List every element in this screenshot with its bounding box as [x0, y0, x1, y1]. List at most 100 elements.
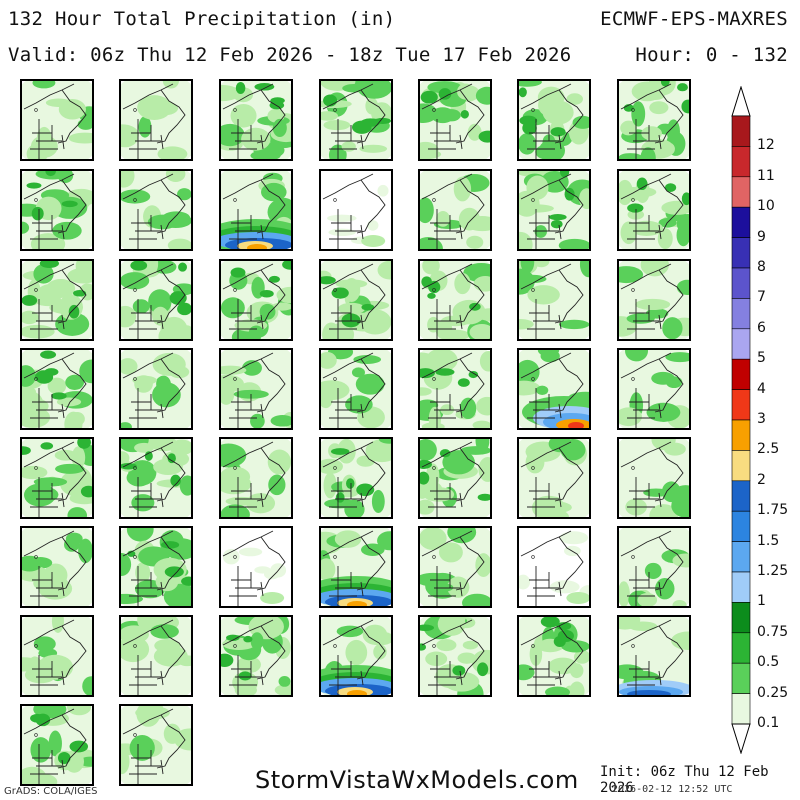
- precipitation-map: [22, 528, 92, 606]
- ensemble-member-panel: [219, 526, 293, 608]
- ensemble-member-panel: [418, 526, 492, 608]
- ensemble-member-panel: [418, 348, 492, 430]
- precipitation-map: [121, 617, 191, 695]
- colorbar-swatch: [731, 328, 751, 360]
- ensemble-member-panel: [617, 437, 691, 519]
- precipitation-map: [519, 528, 589, 606]
- precipitation-map: [321, 528, 391, 606]
- ensemble-member-panel: [517, 259, 591, 341]
- ensemble-member-panel: [517, 79, 591, 161]
- generated-timestamp: 2026-02-12 12:52 UTC: [612, 784, 733, 795]
- colorbar-label: 5: [757, 350, 766, 367]
- precipitation-map: [22, 350, 92, 428]
- ensemble-member-panel: [418, 169, 492, 251]
- ensemble-member-panel: [119, 79, 193, 161]
- precipitation-map: [619, 617, 689, 695]
- precipitation-map: [121, 706, 191, 784]
- colorbar-label: 1.5: [757, 532, 780, 549]
- precipitation-map: [420, 439, 490, 517]
- ensemble-member-panel: [617, 526, 691, 608]
- colorbar-label: 11: [757, 167, 775, 184]
- ensemble-member-panel: [517, 615, 591, 697]
- init-time: Init: 06z Thu 12 Feb 2026: [600, 764, 769, 796]
- precipitation-map: [121, 350, 191, 428]
- ensemble-member-panel: [219, 169, 293, 251]
- ensemble-member-panel: [617, 259, 691, 341]
- ensemble-member-panel: [219, 437, 293, 519]
- colorbar-label: 7: [757, 289, 766, 306]
- colorbar-swatch: [731, 176, 751, 208]
- colorbar-swatch: [731, 419, 751, 451]
- ensemble-member-panel: [319, 615, 393, 697]
- colorbar-label: 0.75: [757, 623, 789, 640]
- colorbar-label: 12: [757, 137, 775, 154]
- precipitation-map: [221, 439, 291, 517]
- colorbar-label: 4: [757, 380, 766, 397]
- colorbar-label: 1.25: [757, 563, 789, 579]
- ensemble-member-panel: [119, 169, 193, 251]
- ensemble-member-panel: [20, 348, 94, 430]
- ensemble-member-panel: [418, 437, 492, 519]
- ensemble-member-panel: [20, 437, 94, 519]
- precipitation-map: [619, 261, 689, 339]
- ensemble-member-panel: [319, 79, 393, 161]
- ensemble-member-panel: [319, 169, 393, 251]
- colorbar-swatch: [731, 115, 751, 147]
- ensemble-member-panel: [418, 79, 492, 161]
- ensemble-member-panel: [319, 526, 393, 608]
- precipitation-map: [121, 439, 191, 517]
- colorbar-swatch: [731, 662, 751, 694]
- ensemble-member-panel: [119, 259, 193, 341]
- colorbar-label: 2.5: [757, 441, 780, 458]
- precipitation-map: [420, 171, 490, 249]
- grads-credit: GrADS: COLA/IGES: [4, 786, 98, 797]
- precipitation-map: [22, 617, 92, 695]
- colorbar-swatch: [731, 389, 751, 421]
- ensemble-member-panel: [20, 704, 94, 786]
- ensemble-member-panel: [617, 169, 691, 251]
- website-credit: StormVistaWxModels.com: [255, 766, 579, 794]
- precipitation-map: [619, 81, 689, 159]
- colorbar-swatch: [731, 237, 751, 269]
- precipitation-map: [420, 261, 490, 339]
- colorbar-label: 9: [757, 228, 766, 245]
- precipitation-map: [221, 261, 291, 339]
- ensemble-member-panel: [20, 259, 94, 341]
- precipitation-map: [420, 81, 490, 159]
- precipitation-map: [22, 439, 92, 517]
- precipitation-map: [121, 528, 191, 606]
- valid-period: Valid: 06z Thu 12 Feb 2026 - 18z Tue 17 …: [8, 44, 572, 66]
- precipitation-map: [121, 171, 191, 249]
- colorbar-swatch: [731, 693, 751, 725]
- precipitation-map: [22, 81, 92, 159]
- precipitation-map: [619, 528, 689, 606]
- precipitation-map: [221, 350, 291, 428]
- ensemble-member-panel: [20, 526, 94, 608]
- precipitation-colorbar: [731, 86, 751, 754]
- colorbar-swatch: [731, 206, 751, 238]
- precipitation-map: [420, 528, 490, 606]
- precipitation-map: [22, 171, 92, 249]
- ensemble-member-panel: [517, 437, 591, 519]
- ensemble-member-panel: [517, 169, 591, 251]
- precipitation-map: [519, 261, 589, 339]
- ensemble-member-panel: [20, 169, 94, 251]
- precipitation-map: [519, 617, 589, 695]
- precipitation-map: [519, 350, 589, 428]
- precipitation-map: [619, 171, 689, 249]
- ensemble-member-panel: [517, 348, 591, 430]
- ensemble-member-panel: [219, 348, 293, 430]
- ensemble-member-panel: [219, 259, 293, 341]
- ensemble-member-panel: [119, 704, 193, 786]
- precipitation-map: [22, 261, 92, 339]
- colorbar-swatch: [731, 571, 751, 603]
- colorbar-label: 6: [757, 319, 766, 336]
- precipitation-map: [22, 706, 92, 784]
- colorbar-label: 1: [757, 593, 766, 610]
- ensemble-member-panel: [418, 259, 492, 341]
- ensemble-member-panel: [319, 348, 393, 430]
- precipitation-map: [420, 617, 490, 695]
- colorbar-swatch: [731, 146, 751, 178]
- precipitation-map: [420, 350, 490, 428]
- colorbar-label: 1.75: [757, 502, 789, 519]
